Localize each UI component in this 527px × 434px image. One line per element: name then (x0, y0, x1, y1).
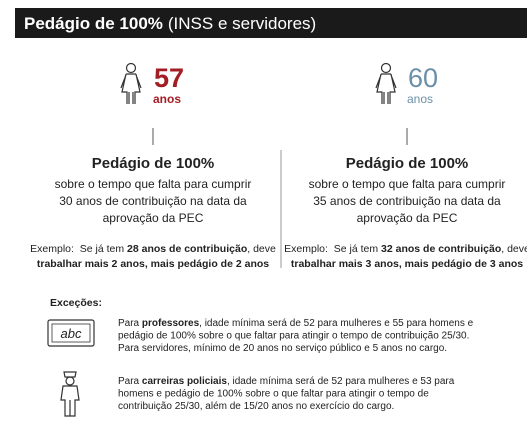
board-inner (51, 323, 91, 343)
text-segment: Exemplo: Se já tem (30, 243, 127, 255)
age: 60 (408, 63, 438, 93)
description-line: 30 anos de contribuição na data da (59, 194, 247, 208)
age: 57 (154, 63, 184, 93)
example-line: Exemplo: Se já tem 32 anos de contribuiç… (284, 243, 527, 255)
example-line: Exemplo: Se já tem 28 anos de contribuiç… (30, 243, 276, 255)
text-segment: , deve (501, 243, 527, 255)
heading: Pedágio de 100% (346, 155, 469, 172)
exception-line: contribuição 25/30, além de 15/20 anos n… (118, 401, 394, 412)
example-line: trabalhar mais 3 anos, mais pedágio de 3… (291, 258, 523, 270)
woman-icon (120, 62, 142, 105)
heading: Pedágio de 100% (92, 155, 215, 172)
text-segment: , idade mínima será de 52 para mulheres … (199, 318, 473, 329)
text-segment: pedágio de 100% sobre o que faltar para … (118, 331, 469, 342)
text-segment: trabalhar mais 3 anos, mais pedágio de 3… (291, 258, 523, 270)
icon-text: abc (61, 326, 82, 341)
man-icon (375, 62, 397, 105)
exception-line: Para professores, idade mínima será de 5… (118, 318, 474, 329)
text-segment: , deve (247, 243, 276, 255)
text-segment: 28 anos de contribuição (127, 243, 247, 255)
text-segment: Para (118, 376, 142, 387)
age-unit: anos (153, 92, 181, 106)
police-icon (60, 371, 80, 417)
text-segment: contribuição 25/30, além de 15/20 anos n… (118, 401, 394, 412)
description-line: sobre o tempo que falta para cumprir (309, 177, 506, 191)
header-title: Pedágio de 100% (INSS e servidores) (24, 14, 316, 33)
exception-line: Para servidores, mínimo de 20 anos no se… (118, 343, 447, 354)
text-segment: trabalhar mais 2 anos, mais pedágio de 2… (37, 258, 269, 270)
text-segment: professores (142, 318, 200, 329)
description-line: sobre o tempo que falta para cumprir (55, 177, 252, 191)
age-unit: anos (407, 92, 433, 106)
board (47, 319, 95, 347)
text-segment: Para servidores, mínimo de 20 anos no se… (118, 343, 447, 354)
exceptions-title: Exceções: (50, 297, 102, 309)
exception-line: pedágio de 100% sobre o que faltar para … (118, 331, 469, 342)
text-segment: homens e pedágio de 100% sobre o que fal… (118, 389, 429, 400)
description-line: aprovação da PEC (103, 211, 204, 225)
text-segment: , idade mínima será de 52 para mulheres … (227, 376, 455, 387)
text-segment: Exemplo: Se já tem (284, 243, 381, 255)
text-segment: 32 anos de contribuição (381, 243, 501, 255)
description-line: 35 anos de contribuição na data da (313, 194, 501, 208)
title-bold: Pedágio de 100% (24, 14, 163, 33)
abc-icon (47, 319, 95, 347)
title-rest: (INSS e servidores) (168, 14, 316, 33)
example-line: trabalhar mais 2 anos, mais pedágio de 2… (37, 258, 269, 270)
exception-line: homens e pedágio de 100% sobre o que fal… (118, 389, 429, 400)
text-segment: Para (118, 318, 142, 329)
text-segment: carreiras policiais (142, 376, 227, 387)
exception-line: Para carreiras policiais, idade mínima s… (118, 376, 455, 387)
description-line: aprovação da PEC (357, 211, 458, 225)
header-bar (15, 8, 527, 38)
